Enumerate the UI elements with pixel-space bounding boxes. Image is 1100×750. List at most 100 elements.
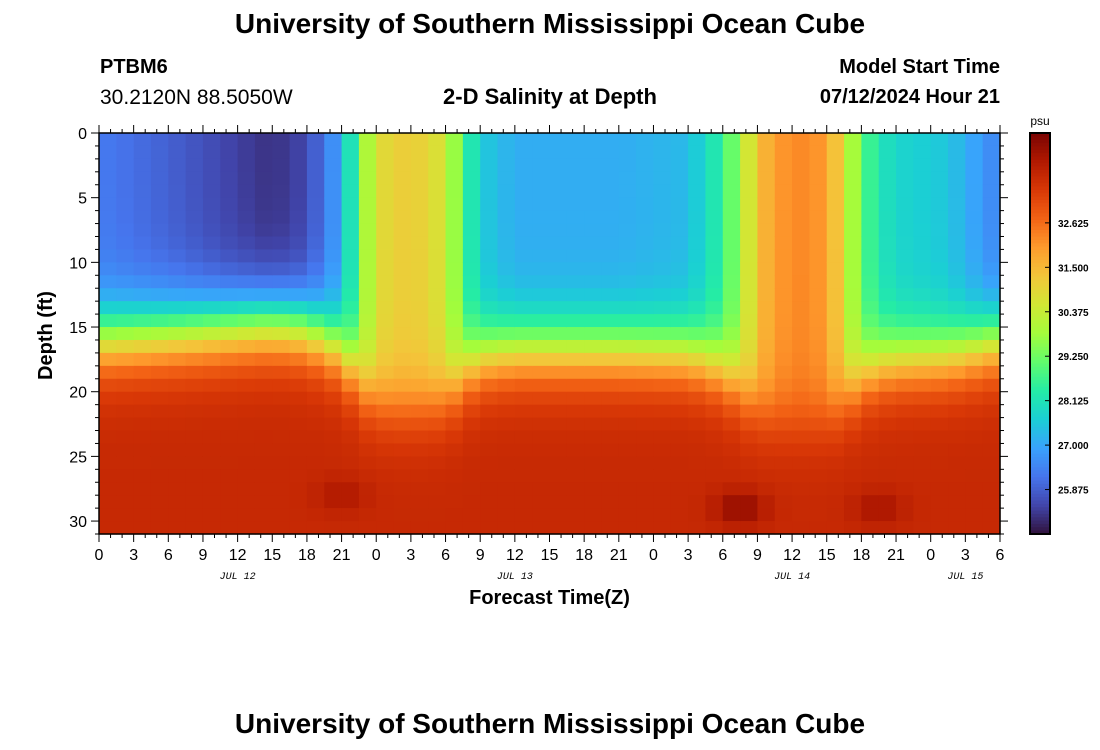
heatmap-cell [480, 391, 499, 406]
heatmap-cell [878, 288, 897, 302]
colorbar-swatch [1030, 356, 1050, 361]
heatmap-cell [618, 210, 637, 225]
heatmap-cell [774, 236, 793, 251]
heatmap-cell [809, 197, 828, 212]
heatmap-cell [826, 430, 845, 445]
heatmap-cell [462, 404, 481, 419]
heatmap-cell [618, 236, 637, 251]
heatmap-cell [254, 339, 273, 354]
heatmap-cell [480, 158, 499, 173]
heatmap-cell [532, 262, 551, 276]
heatmap-cell [254, 521, 273, 535]
colorbar-swatch [1030, 223, 1050, 228]
heatmap-cell [740, 521, 759, 535]
heatmap-cell [497, 327, 516, 341]
heatmap-cell [254, 391, 273, 406]
heatmap-cell [982, 365, 1001, 380]
heatmap-cell [341, 262, 360, 276]
heatmap-cell [99, 210, 117, 225]
heatmap-cell [202, 521, 221, 535]
heatmap-cell [549, 236, 568, 251]
heatmap-cell [601, 133, 620, 147]
heatmap-cell [514, 443, 533, 457]
heatmap-cell [861, 236, 880, 251]
colorbar-swatch [1030, 149, 1050, 154]
heatmap-cell [653, 275, 672, 289]
heatmap-cell [376, 314, 395, 328]
colorbar-swatch [1030, 173, 1050, 178]
heatmap-cell [514, 417, 533, 432]
heatmap-cell [376, 262, 395, 276]
heatmap-cell [878, 443, 897, 457]
heatmap-cell [514, 314, 533, 328]
heatmap-cell [618, 275, 637, 289]
heatmap-cell [168, 133, 187, 147]
heatmap-cell [237, 301, 256, 315]
heatmap-cell [705, 339, 724, 354]
heatmap-cell [306, 508, 325, 522]
heatmap-cell [150, 249, 169, 263]
heatmap-cell [168, 339, 187, 354]
heatmap-cell [306, 249, 325, 263]
heatmap-cell [757, 133, 776, 147]
heatmap-cell [497, 456, 516, 470]
heatmap-cell [722, 314, 741, 328]
heatmap-cell [896, 275, 914, 289]
heatmap-cell [948, 197, 966, 212]
heatmap-cell [601, 339, 620, 354]
heatmap-cell [688, 365, 707, 380]
x-tick-label: 0 [95, 547, 104, 564]
heatmap-cell [774, 249, 793, 263]
heatmap-cell [202, 365, 221, 380]
heatmap-cell [428, 378, 447, 393]
heatmap-cell [254, 158, 273, 173]
heatmap-cell [792, 352, 811, 367]
heatmap-cell [480, 352, 499, 367]
heatmap-cell [705, 275, 724, 289]
heatmap-cell [896, 301, 914, 315]
heatmap-cell [514, 495, 533, 509]
colorbar-swatch [1030, 407, 1050, 411]
heatmap-cell [358, 275, 377, 289]
heatmap-cell [445, 327, 464, 341]
heatmap-cell [948, 262, 966, 276]
heatmap-cell [792, 249, 811, 263]
heatmap-cell [948, 145, 966, 160]
heatmap-cell [878, 145, 897, 160]
heatmap-cell [410, 391, 429, 406]
heatmap-cell [584, 184, 603, 199]
heatmap-cell [757, 404, 776, 419]
heatmap-cell [358, 482, 377, 496]
heatmap-cell [445, 223, 464, 238]
heatmap-cell [982, 521, 1001, 535]
heatmap-cell [618, 404, 637, 419]
heatmap-cell [168, 288, 187, 302]
heatmap-cell [168, 223, 187, 238]
heatmap-cell [670, 365, 689, 380]
colorbar-swatch [1030, 336, 1050, 341]
heatmap-cell [306, 275, 325, 289]
heatmap-cell [688, 352, 707, 367]
heatmap-cell [774, 158, 793, 173]
heatmap-cell [99, 339, 117, 354]
station-id: PTBM6 [100, 56, 168, 78]
heatmap-cell [410, 352, 429, 367]
heatmap-cell [462, 133, 481, 147]
heatmap-cell [982, 417, 1001, 432]
heatmap-cell [324, 327, 343, 341]
heatmap-cell [289, 275, 308, 289]
heatmap-cell [116, 314, 135, 328]
heatmap-cell [237, 327, 256, 341]
colorbar-swatch [1030, 186, 1050, 191]
heatmap-cell [99, 301, 117, 315]
heatmap-cell [913, 365, 932, 380]
heatmap-cell [566, 456, 585, 470]
heatmap-cell [982, 495, 1001, 509]
heatmap-cell [202, 443, 221, 457]
heatmap-cell [358, 391, 377, 406]
colorbar-swatch [1030, 323, 1050, 328]
heatmap-cell [948, 482, 966, 496]
heatmap-cell [670, 145, 689, 160]
heatmap-cell [532, 133, 551, 147]
heatmap-cell [410, 508, 429, 522]
